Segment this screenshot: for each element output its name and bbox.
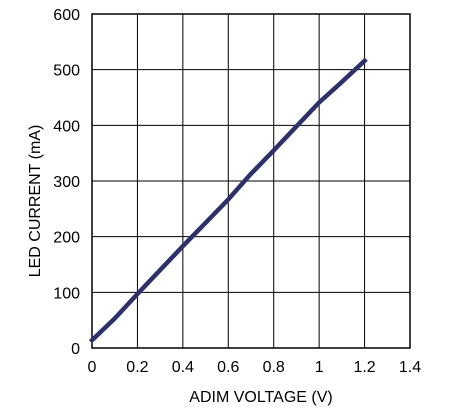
series-line (88, 57, 368, 344)
y-axis-tick-labels: 0 100 200 300 400 500 600 (53, 7, 80, 358)
x-tick-label: 0.8 (263, 359, 285, 376)
x-tick-label: 1.4 (399, 359, 421, 376)
y-tick-label: 300 (53, 174, 80, 191)
x-tick-label: 0.2 (126, 359, 148, 376)
x-tick-label: 1.2 (353, 359, 375, 376)
x-tick-label: 0.4 (172, 359, 194, 376)
y-tick-label: 400 (53, 118, 80, 135)
x-tick-label: 1 (315, 359, 324, 376)
x-tick-label: 0 (88, 359, 97, 376)
y-tick-label: 600 (53, 7, 80, 24)
x-tick-label: 0.6 (217, 359, 239, 376)
x-axis-tick-labels: 0 0.2 0.4 0.6 0.8 1 1.2 1.4 (88, 359, 422, 376)
y-tick-label: 100 (53, 285, 80, 302)
plot-area-border (91, 13, 411, 349)
series-layer (88, 57, 368, 344)
y-tick-label: 500 (53, 63, 80, 80)
grid (92, 14, 410, 348)
y-tick-label: 0 (71, 341, 80, 358)
x-axis-label: ADIM VOLTAGE (V) (189, 389, 332, 406)
y-axis-label: LED CURRENT (mA) (27, 125, 44, 278)
y-tick-label: 200 (53, 230, 80, 247)
